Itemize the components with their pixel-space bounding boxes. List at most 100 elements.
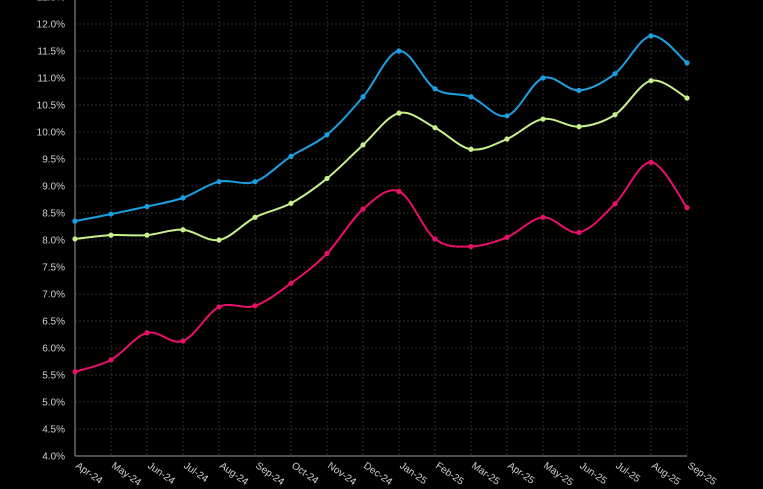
data-point (288, 153, 294, 159)
chart-axes (74, 0, 687, 457)
data-point (612, 201, 618, 207)
data-point (540, 116, 546, 122)
data-point (648, 78, 654, 84)
y-tick-label: 7.0% (42, 290, 65, 301)
data-point (252, 179, 258, 185)
y-tick-label: 10.5% (37, 101, 65, 112)
y-tick-label: 12.0% (37, 20, 65, 31)
x-tick-label: Apr-25 (505, 460, 536, 486)
data-point (324, 250, 330, 257)
data-point (216, 237, 222, 243)
y-tick-label: 9.0% (42, 182, 65, 193)
data-point (360, 206, 366, 212)
x-tick-label: Sep-25 (685, 460, 718, 488)
x-tick-label: Nov-24 (325, 460, 358, 488)
data-point (648, 159, 654, 165)
data-point (684, 95, 690, 101)
x-tick-labels: Apr-24 May-24 Jun-24 Jul-24 Aug-24 Sep-24 Oct-… (73, 460, 718, 488)
y-tick-label: 4.0% (42, 452, 65, 463)
y-tick-labels: 4.0% 4.5% 5.0% 5.5% 6.0% 6.5% 7.0% 7.5% 8.0% 8.5%… (37, 0, 65, 463)
data-point (252, 214, 258, 220)
data-point (468, 94, 474, 100)
x-tick-label: Aug-25 (649, 460, 682, 488)
data-point (108, 357, 114, 363)
x-tick-label: Feb-25 (433, 460, 466, 487)
data-point (684, 60, 690, 66)
y-tick-label: 5.0% (42, 398, 65, 409)
series-points (72, 33, 690, 375)
data-point (684, 205, 690, 211)
series-line-3 (74, 161, 688, 373)
data-point (360, 142, 366, 148)
x-tick-label: Oct-24 (289, 460, 320, 486)
series-line-1 (74, 34, 688, 223)
data-point (468, 243, 474, 250)
data-point (144, 203, 150, 210)
data-point (252, 303, 258, 309)
y-tick-label: 9.5% (42, 155, 65, 166)
data-point (576, 124, 582, 130)
x-tick-label: Jul-25 (613, 460, 642, 485)
data-point (468, 146, 474, 152)
data-point (612, 71, 618, 77)
y-tick-label: 6.5% (42, 317, 65, 328)
data-point (144, 232, 150, 238)
x-tick-label: Sep-24 (253, 460, 286, 488)
data-point (108, 211, 114, 217)
data-point (72, 369, 78, 375)
data-point (648, 33, 654, 39)
data-point (576, 229, 582, 236)
data-point (144, 330, 150, 336)
y-tick-label: 7.5% (42, 263, 65, 274)
x-tick-label: Jun-25 (577, 460, 609, 487)
data-point (72, 236, 78, 242)
x-tick-label: Jul-24 (181, 460, 210, 485)
x-tick-label: Aug-24 (217, 460, 250, 488)
data-point (180, 227, 186, 233)
data-point (180, 195, 186, 201)
data-point (432, 86, 438, 92)
data-point (324, 132, 330, 138)
x-tick-label: May-24 (109, 460, 143, 488)
series-lines (74, 34, 688, 373)
data-point (432, 125, 438, 131)
data-point (540, 214, 546, 220)
y-tick-label: 8.5% (42, 209, 65, 220)
y-tick-label: 11.0% (37, 74, 65, 85)
data-point (396, 110, 402, 116)
data-point (504, 234, 510, 240)
data-point (576, 87, 582, 94)
x-tick-label: Jan-25 (397, 460, 429, 487)
data-point (504, 113, 510, 119)
x-tick-label: Apr-24 (73, 460, 104, 486)
x-tick-label: Mar-25 (469, 460, 502, 487)
data-point (396, 188, 402, 194)
x-tick-label: Dec-24 (361, 460, 394, 488)
data-point (540, 75, 546, 81)
data-point (612, 112, 618, 118)
data-point (216, 304, 222, 310)
data-point (396, 48, 402, 54)
data-point (288, 280, 294, 286)
data-point (72, 218, 78, 224)
data-point (108, 232, 114, 238)
y-tick-label: 11.5% (37, 47, 65, 58)
x-tick-label: Jun-24 (145, 460, 177, 487)
y-tick-label: 12.5% (37, 0, 65, 4)
data-point (180, 338, 186, 344)
x-tick-label: May-25 (541, 460, 575, 488)
data-point (504, 136, 510, 142)
chart-grid (75, 0, 688, 456)
series-line-2 (74, 79, 688, 242)
y-tick-label: 4.5% (42, 425, 65, 436)
y-tick-label: 6.0% (42, 344, 65, 355)
data-point (432, 236, 438, 242)
data-point (360, 94, 366, 100)
data-point (288, 200, 294, 206)
data-point (324, 175, 330, 182)
data-point (216, 179, 222, 185)
y-tick-label: 5.5% (42, 371, 65, 382)
y-tick-label: 8.0% (42, 236, 65, 247)
y-tick-label: 10.0% (37, 128, 65, 139)
